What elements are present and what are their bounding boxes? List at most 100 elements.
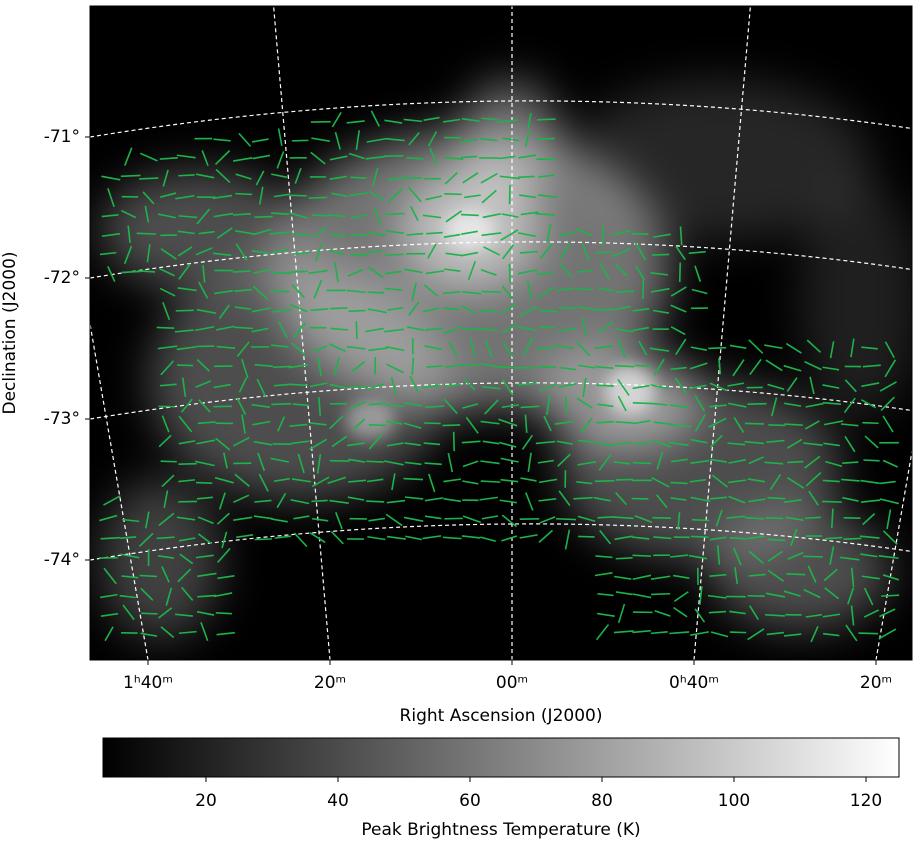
colorbar-tick-label: 100 [718,791,750,811]
vector [369,425,387,426]
vector [536,348,555,349]
vector [176,310,194,311]
vector [461,156,477,157]
vector [442,425,460,426]
vector [425,406,444,407]
x-tick-label: 20ᵐ [314,673,346,693]
vector [632,234,649,235]
vector [141,613,157,614]
vector [161,461,177,462]
vector [312,215,329,216]
vector [575,289,593,290]
vector [633,403,652,404]
vector [595,481,615,482]
x-tick-label: 1ʰ40ᵐ [123,673,173,693]
vector [157,327,175,328]
vector [823,480,840,481]
x-axis-label: Right Ascension (J2000) [400,706,603,726]
vector [426,366,443,367]
vector [480,311,498,312]
vector [616,291,634,292]
vector [406,158,423,159]
vector [255,539,272,540]
colorbar [103,738,899,777]
colorbar-tick-label: 60 [459,791,481,811]
colorbar-label: Peak Brightness Temperature (K) [361,820,640,840]
vector [652,254,669,255]
vector [573,498,592,499]
vector [768,539,786,540]
vector [255,217,273,218]
vector [385,214,405,215]
sky-image [35,6,921,660]
vector [862,423,878,424]
vector [122,271,140,272]
vector [509,264,510,283]
vector [385,254,404,255]
vector [651,594,670,595]
vector [566,397,567,413]
vector [292,140,308,141]
vector [633,463,651,464]
vector [786,574,805,575]
y-tick-label: -71° [44,127,80,147]
vector [843,538,861,539]
vector [858,633,878,634]
vector [289,271,307,272]
vector [537,119,556,120]
vector [140,576,157,577]
vector [832,509,833,528]
vector [196,483,212,484]
vector [121,175,141,176]
vector [426,233,443,234]
vector [271,213,289,214]
vector [404,479,424,480]
colorbar-tick-label: 20 [195,791,217,811]
colorbar-tick-label: 120 [850,791,882,811]
vector [556,519,576,520]
vector [805,517,821,518]
vector [177,365,193,366]
vector [291,195,307,196]
vector [597,517,614,518]
vector [691,536,708,537]
vector [178,175,194,176]
vector [709,612,726,613]
vector [518,176,535,177]
x-tick-label: 0ʰ40ᵐ [669,673,719,693]
vector [634,365,650,366]
vector [481,481,501,482]
vector [424,423,441,424]
vector [863,460,879,461]
vector [803,556,822,557]
vector [730,632,746,633]
vector [881,595,899,596]
vector [670,483,687,484]
vector [539,327,555,328]
vector [356,321,357,339]
x-tick-label: 00ᵐ [496,673,528,693]
y-tick-label: -72° [44,268,80,288]
vector [460,365,480,366]
vector [366,461,383,462]
vector [309,197,328,198]
vector [632,555,651,556]
vector [330,308,347,309]
vector [216,613,232,614]
vector [311,500,327,501]
vector [233,271,251,272]
vector [692,520,709,521]
vector [787,462,803,463]
vector [350,177,367,178]
vector [405,178,422,179]
y-axis-label: Declination (J2000) [0,251,20,414]
vector [461,215,479,216]
vector [137,233,156,234]
vector [291,384,308,385]
y-tick-label: -73° [44,409,80,429]
vector [368,292,384,293]
x-tick-label: 20ᵐ [860,673,892,693]
vector [444,194,461,195]
colorbar-tick-label: 80 [591,791,613,811]
